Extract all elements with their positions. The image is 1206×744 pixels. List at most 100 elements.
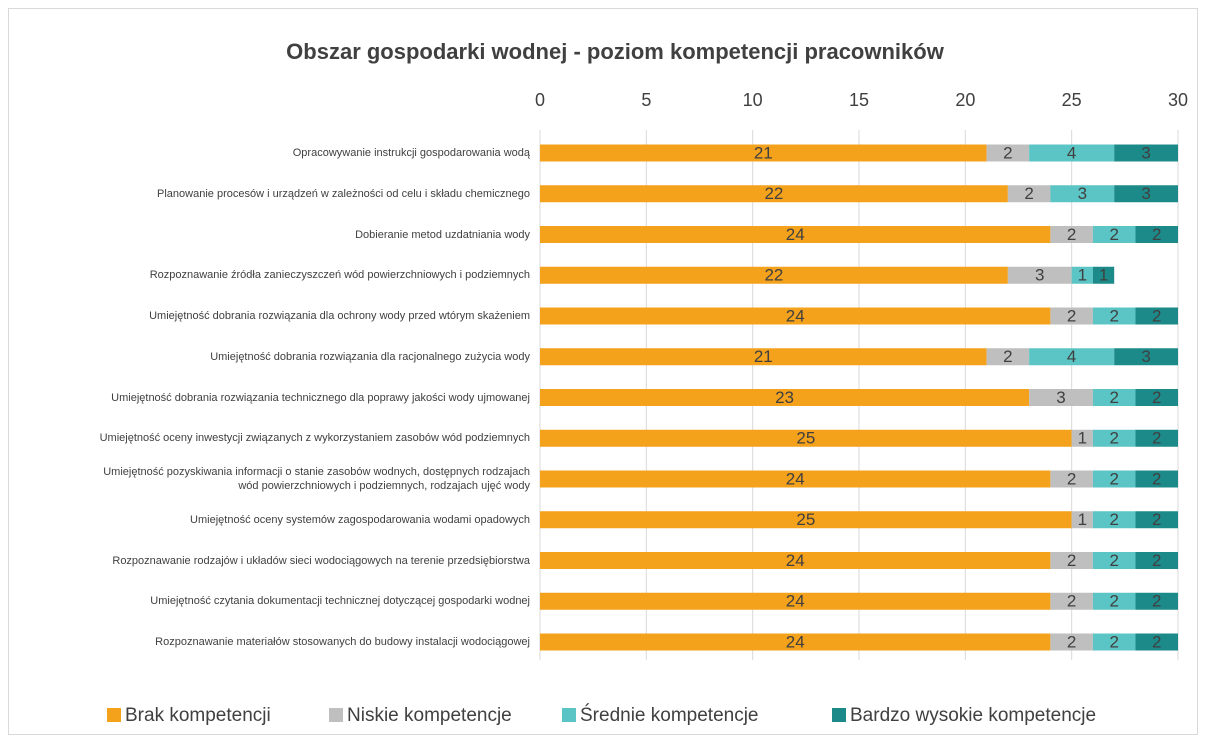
data-label: 22: [764, 266, 783, 285]
x-tick-label: 30: [1168, 90, 1188, 110]
y-tick-label: Umiejętność oceny inwestycji związanych …: [99, 432, 530, 445]
bar-segment: [540, 429, 1072, 447]
bar-segment: [540, 552, 1051, 569]
bar-segment: [1135, 552, 1178, 569]
y-tick-label: Opracowywanie instrukcji gospodarowania …: [292, 147, 530, 159]
data-label: 25: [796, 429, 815, 448]
bar-segment: [1114, 185, 1178, 203]
x-tick-label: 5: [641, 90, 651, 110]
data-label: 23: [775, 388, 794, 407]
data-label: 24: [786, 551, 805, 570]
data-label: 3: [1141, 347, 1150, 366]
legend-label: Bardzo wysokie kompetencje: [850, 705, 1096, 726]
y-tick-label: Planowanie procesów i urządzeń w zależno…: [157, 187, 530, 200]
legend-swatch: [329, 708, 343, 722]
bar-segment: [1135, 307, 1178, 325]
bar-segment: [540, 633, 1051, 651]
data-label: 2: [1067, 592, 1076, 611]
bar-segment: [1135, 633, 1178, 651]
legend-swatch: [832, 708, 846, 722]
bar-segment: [1029, 389, 1093, 406]
bar-segment: [986, 348, 1030, 366]
bar-segment: [1050, 592, 1093, 610]
data-label: 2: [1109, 429, 1118, 448]
bar-segment: [540, 226, 1051, 243]
bar-segment: [540, 511, 1072, 529]
y-tick-label: Umiejętność dobrania rozwiązania dla rac…: [210, 350, 530, 363]
bar-segment: [1135, 470, 1178, 488]
bar-segment: [1092, 552, 1136, 569]
data-label: 2: [1152, 306, 1161, 325]
data-label: 2: [1109, 388, 1118, 407]
data-label: 2: [1109, 592, 1118, 611]
data-label: 25: [796, 510, 815, 529]
bar-segment: [986, 144, 1030, 162]
bar-segment: [1135, 429, 1178, 447]
data-label: 4: [1067, 143, 1076, 162]
data-label: 2: [1109, 306, 1118, 325]
legend-swatch: [562, 708, 576, 722]
x-tick-label: 15: [849, 90, 869, 110]
bar-segment: [540, 470, 1051, 488]
bar-segment: [1007, 185, 1051, 203]
y-tick-label: Umiejętność pozyskiwania informacji o st…: [103, 466, 530, 492]
bar-segment: [1029, 348, 1115, 366]
bar-segment: [1071, 511, 1093, 529]
data-label: 2: [1109, 469, 1118, 488]
bar-segment: [1114, 144, 1178, 162]
data-label: 1: [1078, 429, 1087, 448]
y-tick-label: Umiejętność czytania dokumentacji techni…: [150, 595, 530, 608]
data-label: 22: [764, 184, 783, 203]
data-label: 2: [1109, 510, 1118, 529]
bar-segment: [1007, 266, 1072, 284]
x-tick-label: 10: [743, 90, 763, 110]
bar-segment: [1050, 633, 1093, 651]
bar-segment: [1135, 592, 1178, 610]
y-tick-label: Rozpoznawanie materiałów stosowanych do …: [155, 636, 530, 648]
data-label: 3: [1141, 143, 1150, 162]
legend-label: Średnie kompetencje: [580, 704, 759, 726]
data-label: 3: [1035, 266, 1044, 285]
x-tick-label: 25: [1062, 90, 1082, 110]
data-label: 2: [1152, 225, 1161, 244]
y-tick-label: Rozpoznawanie rodzajów i układów sieci w…: [112, 554, 530, 567]
bar-segment: [1092, 389, 1136, 406]
bar-segment: [1029, 144, 1115, 162]
data-label: 24: [786, 469, 805, 488]
bar-segment: [1092, 470, 1136, 488]
bar-segment: [1092, 592, 1136, 610]
data-label: 2: [1109, 632, 1118, 651]
bar-segment: [1071, 429, 1093, 447]
bar-segment: [540, 592, 1051, 610]
data-label: 2: [1152, 469, 1161, 488]
data-label: 2: [1067, 225, 1076, 244]
data-label: 3: [1078, 184, 1087, 203]
bar-segment: [1050, 470, 1093, 488]
data-label: 2: [1152, 632, 1161, 651]
y-tick-label: Dobieranie metod uzdatniania wody: [355, 228, 530, 241]
data-label: 2: [1152, 388, 1161, 407]
bar-segment: [540, 185, 1008, 203]
data-label: 24: [786, 225, 805, 244]
data-label: 1: [1078, 266, 1087, 285]
bar-segment: [1050, 552, 1093, 569]
x-tick-label: 20: [955, 90, 975, 110]
bar-segment: [1092, 633, 1136, 651]
data-label: 21: [754, 347, 773, 366]
bar-segment: [1135, 511, 1178, 529]
data-label: 21: [754, 143, 773, 162]
chart-title: Obszar gospodarki wodnej - poziom kompet…: [286, 39, 945, 64]
bar-segment: [1135, 389, 1178, 406]
data-label: 2: [1003, 143, 1012, 162]
bar-segment: [1092, 429, 1136, 447]
y-tick-label: Umiejętność dobrania rozwiązania technic…: [111, 391, 530, 404]
data-label: 2: [1152, 592, 1161, 611]
legend-swatch: [107, 708, 121, 722]
data-label: 24: [786, 306, 805, 325]
x-tick-label: 0: [535, 90, 545, 110]
data-label: 2: [1024, 184, 1033, 203]
data-label: 2: [1067, 551, 1076, 570]
bar-segment: [1050, 185, 1115, 203]
